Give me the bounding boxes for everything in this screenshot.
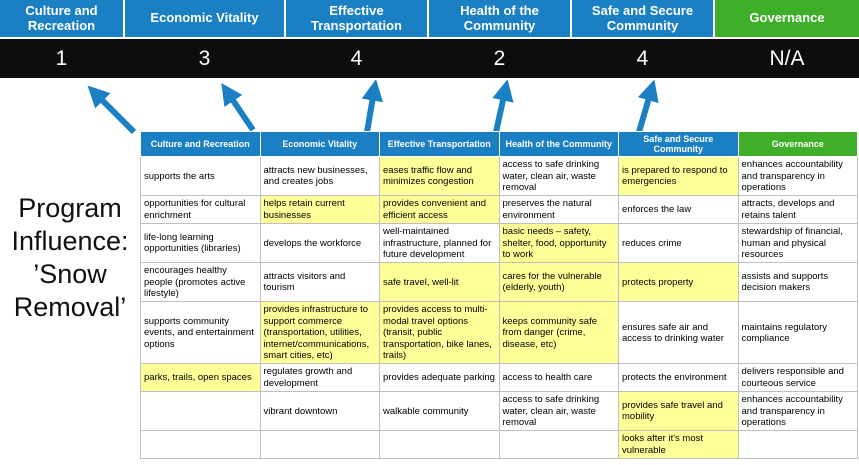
matrix-cell: opportunities for cultural enrichment [140,195,261,225]
influence-matrix: Culture and Recreation Economic Vitality… [140,130,858,460]
matrix-cell: attracts new businesses, and creates job… [259,156,380,197]
matrix-cell: assists and supports decision makers [737,262,858,303]
banner-cell-culture-and-recreation: Culture and Recreation [0,0,123,37]
matrix-cell: reduces crime [618,223,739,264]
matrix-row: supports community events, and entertain… [140,301,858,365]
matrix-header-safe-and-secure-community: Safe and Secure Community [618,130,739,158]
matrix-cell: maintains regulatory compliance [737,301,858,365]
matrix-cell: cares for the vulnerable (elderly, youth… [498,262,619,303]
matrix-cell: helps retain current businesses [259,195,380,225]
banner-cell-economic-vitality: Economic Vitality [125,0,284,37]
matrix-cell: supports the arts [140,156,261,197]
matrix-cell: ensures safe air and access to drinking … [618,301,739,365]
banner-cell-health-of-the-community: Health of the Community [429,0,570,37]
matrix-cell: access to health care [498,363,619,393]
matrix-cell: enforces the law [618,195,739,225]
matrix-row: life-long learning opportunities (librar… [140,223,858,264]
matrix-cell: attracts, develops and retains talent [737,195,858,225]
matrix-cell: walkable community [379,391,500,432]
priority-banner: Culture and Recreation Economic Vitality… [0,0,859,37]
matrix-cell: provides adequate parking [379,363,500,393]
matrix-cell [737,430,858,460]
matrix-cell: provides convenient and efficient access [379,195,500,225]
matrix-cell: looks after it's most vulnerable [618,430,739,460]
up-arrow-icon [361,80,384,133]
banner-cell-effective-transportation: Effective Transportation [286,0,427,37]
matrix-header-row: Culture and Recreation Economic Vitality… [140,130,858,158]
matrix-row: parks, trails, open spaces regulates grow… [140,363,858,393]
up-arrow-icon [492,80,514,133]
matrix-cell: parks, trails, open spaces [140,363,261,393]
score-effective-transportation: 4 [350,46,363,70]
matrix-cell: enhances accountability and transparency… [737,391,858,432]
matrix-cell [140,430,261,460]
matrix-cell [379,430,500,460]
banner-cell-governance: Governance [715,0,859,37]
program-title: Program Influence: ’Snow Removal’ [1,192,139,324]
matrix-cell: delivers responsible and courteous servi… [737,363,858,393]
matrix-cell: is prepared to respond to emergencies [618,156,739,197]
matrix-cell: life-long learning opportunities (librar… [140,223,261,264]
matrix-cell: eases traffic flow and minimizes congest… [379,156,500,197]
matrix-cell: encourages healthy people (promotes acti… [140,262,261,303]
matrix-row: supports the arts attracts new businesses… [140,156,858,197]
matrix-cell: provides safe travel and mobility [618,391,739,432]
score-health-of-the-community: 2 [493,46,506,70]
matrix-cell [259,430,380,460]
score-band: 1 3 4 2 4 N/A [0,39,859,78]
score-safe-and-secure-community: 4 [636,46,649,70]
matrix-header-governance: Governance [737,130,858,158]
up-arrow-icon [636,80,659,133]
program-title-line1: Program Influence: [11,193,129,256]
matrix-cell: develops the workforce [259,223,380,264]
matrix-cell: vibrant downtown [259,391,380,432]
matrix-row: vibrant downtown walkable community access… [140,391,858,432]
matrix-cell: keeps community safe from danger (crime,… [498,301,619,365]
matrix-header-health-of-the-community: Health of the Community [498,130,619,158]
matrix-cell: supports community events, and entertain… [140,301,261,365]
matrix-body: supports the arts attracts new businesses… [140,156,858,460]
matrix-cell: safe travel, well-lit [379,262,500,303]
matrix-row: encourages healthy people (promotes acti… [140,262,858,303]
matrix-row: opportunities for cultural enrichment hel… [140,195,858,225]
up-arrow-icon [87,85,137,135]
matrix-cell: protects the environment [618,363,739,393]
score-economic-vitality: 3 [198,46,211,70]
matrix-cell: access to safe drinking water, clean air… [498,156,619,197]
matrix-cell [498,430,619,460]
matrix-header-culture-and-recreation: Culture and Recreation [140,130,261,158]
banner-cell-safe-and-secure-community: Safe and Secure Community [572,0,713,37]
up-arrow-icon [221,83,256,132]
influence-arrows [87,80,659,135]
matrix-cell: provides infrastructure to support comme… [259,301,380,365]
matrix-cell: well-maintained infrastructure, planned … [379,223,500,264]
matrix-row: looks after it's most vulnerable [140,430,858,460]
matrix-cell: enhances accountability and transparency… [737,156,858,197]
matrix-cell [140,391,261,432]
matrix-cell: access to safe drinking water, clean air… [498,391,619,432]
matrix-cell: regulates growth and development [259,363,380,393]
matrix-cell: preserves the natural environment [498,195,619,225]
matrix-cell: stewardship of financial, human and phys… [737,223,858,264]
score-culture-and-recreation: 1 [55,46,68,70]
score-governance: N/A [769,46,805,70]
program-title-line2: ’Snow Removal’ [13,258,127,322]
matrix-cell: basic needs – safety, shelter, food, opp… [498,223,619,264]
matrix-header-effective-transportation: Effective Transportation [379,130,500,158]
matrix-cell: provides access to multi-modal travel op… [379,301,500,365]
matrix-cell: attracts visitors and tourism [259,262,380,303]
matrix-cell: protects property [618,262,739,303]
matrix-header-economic-vitality: Economic Vitality [259,130,380,158]
